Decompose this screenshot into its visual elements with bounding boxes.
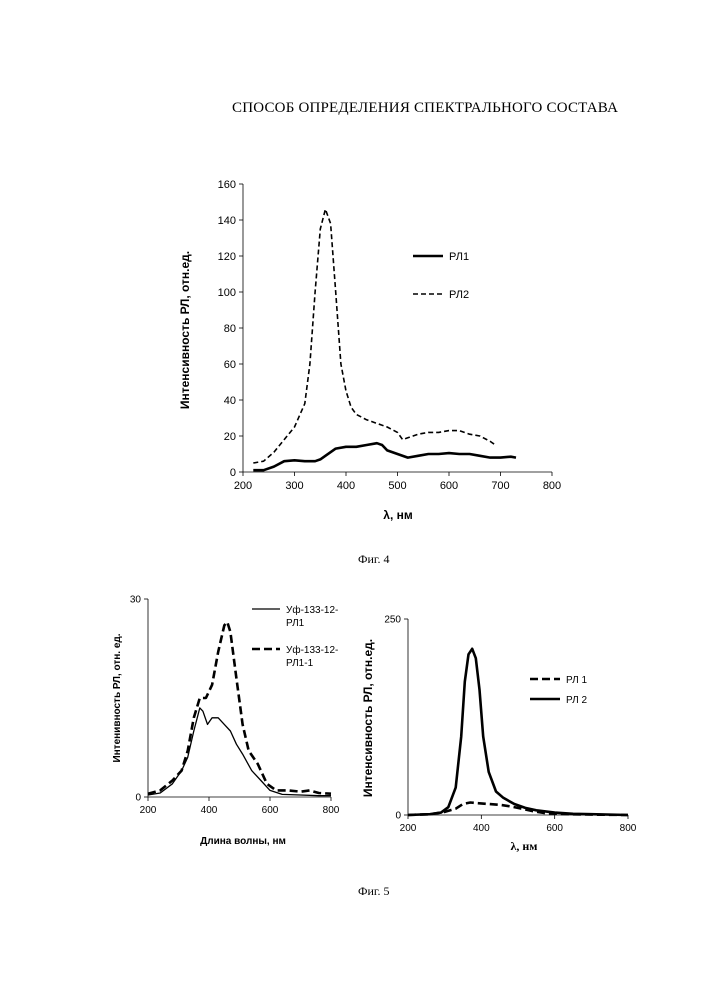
- x-tick-label: 800: [620, 823, 637, 834]
- fig5-caption: Фиг. 5: [358, 884, 389, 899]
- y-tick-label: 250: [384, 615, 401, 626]
- fig4-caption: Фиг. 4: [358, 552, 389, 567]
- x-tick-label: 600: [546, 823, 563, 834]
- x-tick-label: 400: [473, 823, 490, 834]
- y-axis-label: Интенсивность РЛ, отн.ед.: [361, 639, 375, 797]
- x-tick-label: 200: [400, 823, 417, 834]
- y-tick-label: 0: [395, 811, 401, 822]
- legend-label-1: РЛ 1: [566, 675, 587, 686]
- x-axis-label: λ, нм: [511, 839, 538, 853]
- legend-label-2: РЛ 2: [566, 695, 587, 706]
- series-line-2: [408, 649, 628, 815]
